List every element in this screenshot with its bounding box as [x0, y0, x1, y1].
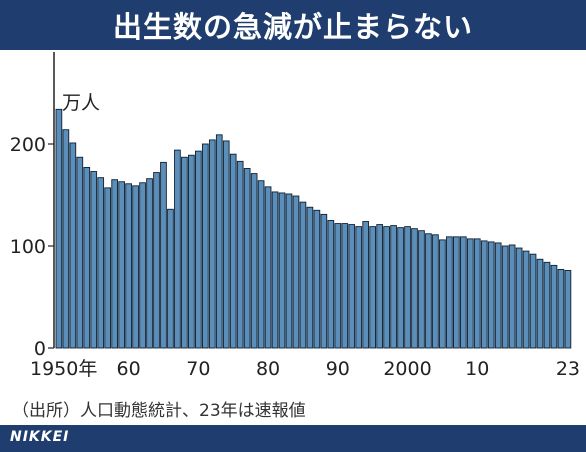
x-tick-label-2010: 10 — [465, 358, 489, 380]
bar-2004 — [432, 234, 439, 349]
bar-1975 — [229, 153, 237, 349]
y-tick-label: 0 — [34, 338, 46, 360]
bar-2018 — [529, 253, 537, 349]
bar-1972 — [208, 139, 216, 349]
bar-1983 — [285, 193, 293, 349]
bar-1980 — [264, 186, 272, 349]
bar-1953 — [76, 156, 84, 349]
bar-1959 — [118, 181, 125, 349]
bar-1993 — [355, 226, 363, 349]
x-tick-label-2023: 23 — [556, 358, 580, 380]
bar-1970 — [195, 150, 202, 349]
bar-1986 — [306, 206, 314, 349]
bar-1969 — [188, 154, 195, 349]
bar-1977 — [243, 168, 251, 349]
bar-1971 — [201, 143, 209, 349]
x-tick-label-1950: 1950年 — [30, 358, 97, 380]
bar-1968 — [181, 156, 188, 349]
bar-2017 — [522, 250, 530, 349]
bar-1988 — [320, 213, 328, 349]
bar-2013 — [494, 242, 502, 349]
bar-1963 — [146, 178, 153, 349]
x-tick-label-1960: 60 — [117, 358, 141, 380]
x-tick-label-1980: 80 — [256, 358, 280, 380]
bar-2001 — [411, 228, 418, 349]
bar-2008 — [459, 236, 467, 349]
footer-bar: NIKKEI — [0, 425, 586, 452]
bar-1961 — [132, 185, 139, 349]
bar-2020 — [543, 261, 551, 349]
source-note: （出所）人口動態統計、23年は速報値 — [12, 401, 306, 421]
bar-2019 — [536, 258, 544, 349]
bar-2000 — [404, 226, 411, 349]
bar-2005 — [439, 239, 446, 349]
bar-2006 — [446, 236, 453, 349]
title-bar: 出生数の急減が止まらない — [0, 0, 586, 50]
nikkei-logo: NIKKEI — [10, 429, 70, 445]
bar-1997 — [383, 226, 390, 349]
bar-1998 — [390, 225, 397, 349]
bar-2015 — [508, 244, 516, 349]
bar-1991 — [341, 223, 349, 349]
bar-1952 — [69, 142, 77, 349]
bar-1994 — [362, 221, 370, 349]
bar-1979 — [257, 180, 265, 349]
bar-1981 — [271, 191, 279, 349]
bar-2009 — [466, 238, 474, 349]
bar-2010 — [473, 238, 481, 349]
x-tick-label-1990: 90 — [326, 358, 350, 380]
bar-1999 — [397, 227, 404, 349]
bar-1973 — [215, 134, 223, 349]
chart-area: 0 100 200 1950年 60 70 80 90 2000 10 23 — [0, 50, 586, 395]
bar-2022 — [557, 269, 565, 349]
bar-2002 — [418, 230, 425, 349]
bar-1962 — [139, 182, 146, 349]
bar-1966 — [167, 208, 174, 349]
y-tick-label: 200 — [10, 134, 46, 156]
birth-count-bar-chart: 0 100 200 1950年 60 70 80 90 2000 10 23 — [10, 52, 580, 380]
y-unit-label: 万人 — [62, 92, 101, 114]
bar-1984 — [292, 195, 300, 349]
bar-2012 — [487, 241, 495, 349]
bar-1950 — [55, 108, 63, 349]
bar-1951 — [62, 129, 70, 349]
bar-1995 — [369, 226, 376, 349]
bar-1992 — [348, 224, 356, 349]
bar-1976 — [236, 160, 244, 349]
bar-1965 — [160, 161, 167, 349]
bar-1967 — [174, 149, 181, 349]
bar-2014 — [501, 245, 509, 349]
bar-1978 — [250, 173, 258, 349]
bar-1982 — [278, 192, 286, 349]
y-tick-label: 100 — [10, 236, 46, 258]
bar-2003 — [425, 233, 432, 349]
bar-1989 — [327, 220, 335, 349]
bar-2016 — [515, 247, 523, 349]
bar-1956 — [97, 177, 105, 349]
bar-1974 — [222, 140, 230, 349]
bar-2023 — [564, 270, 572, 349]
bar-1987 — [313, 209, 321, 349]
bar-1954 — [83, 167, 91, 349]
bar-1958 — [111, 179, 118, 349]
bar-1985 — [299, 201, 307, 349]
bar-2011 — [480, 240, 488, 349]
chart-title: 出生数の急減が止まらない — [112, 10, 473, 44]
bar-1964 — [153, 172, 160, 349]
bar-2007 — [453, 236, 460, 349]
bar-1990 — [334, 223, 342, 349]
bar-1957 — [104, 187, 112, 349]
x-tick-label-2000: 2000 — [383, 358, 431, 380]
bar-1996 — [376, 224, 383, 349]
bar-1960 — [125, 183, 132, 349]
x-tick-label-1970: 70 — [186, 358, 210, 380]
bar-2021 — [550, 264, 558, 349]
bar-1955 — [90, 171, 98, 349]
